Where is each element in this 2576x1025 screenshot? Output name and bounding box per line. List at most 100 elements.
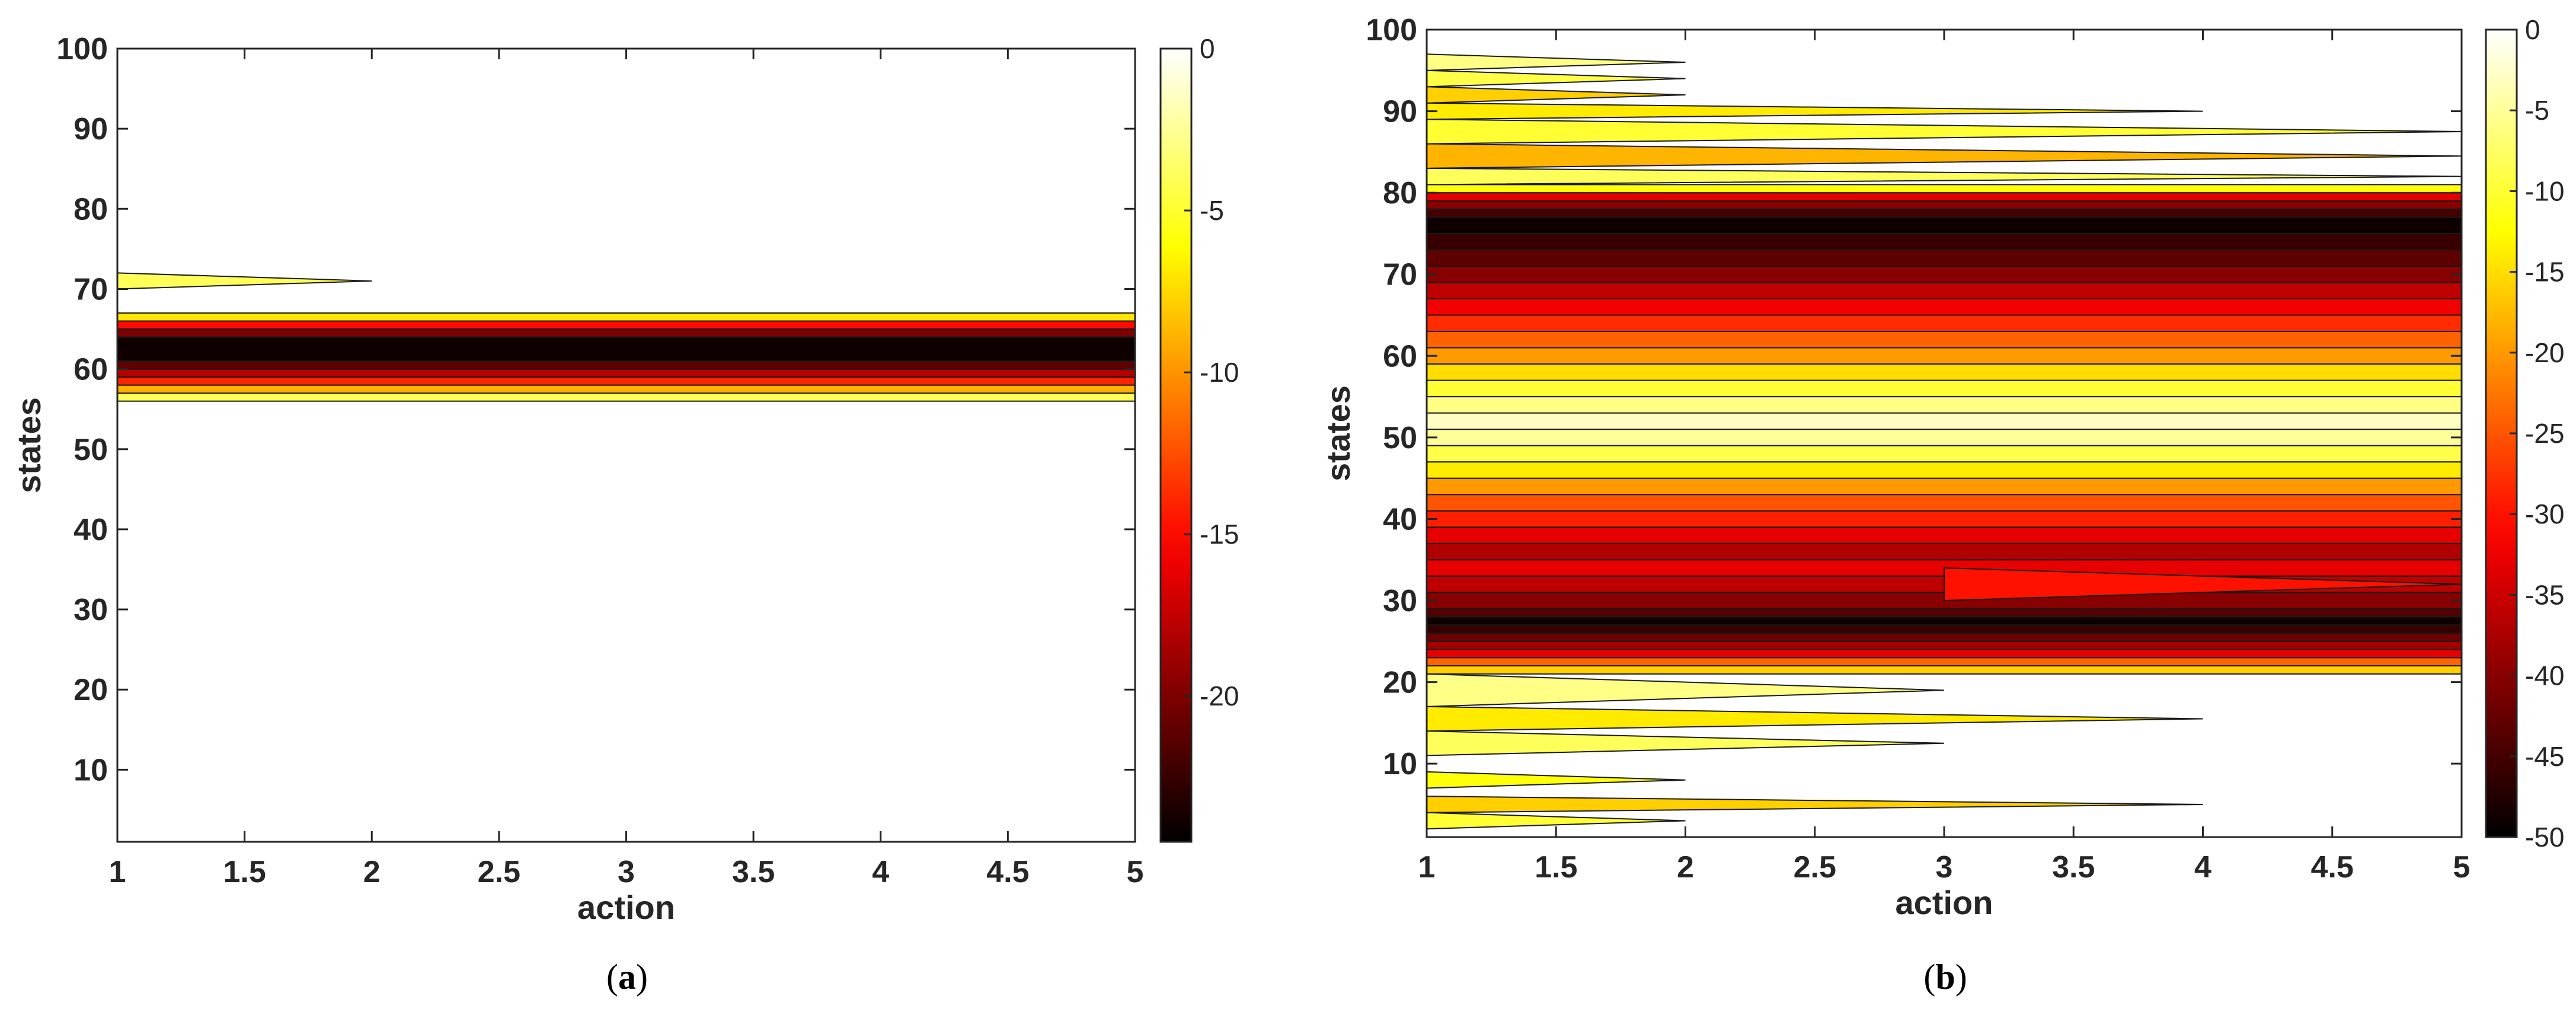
- contour-band-b-30: [1427, 232, 2462, 251]
- panel-a: 1 1.5 2 2.5 3 3.5 4 4.5 5 10 20 30 40 50 60 70 80 90 100 ac…: [10, 32, 1239, 997]
- contour-band-b-1: [1427, 657, 2462, 667]
- colorbar-tick-label-b-5: -25: [2525, 418, 2564, 449]
- contour-lobe-b-5: [1427, 673, 1945, 707]
- contour-band-b-6: [1427, 616, 2462, 626]
- contour-band-a-3: [117, 368, 1135, 378]
- contour-lobe-b-12: [1427, 69, 1686, 88]
- y-axis-label-a: states: [10, 397, 47, 493]
- colorbar-tick-label-b-8: -40: [2525, 660, 2564, 691]
- contour-band-b-35: [1427, 184, 2462, 194]
- contour-lobe-b-4: [1427, 705, 2203, 732]
- contour-band-b-2: [1427, 649, 2462, 659]
- x-tick-label-a-4: 3: [618, 855, 635, 889]
- contour-band-a-0: [117, 392, 1135, 402]
- contour-band-a-8: [117, 312, 1135, 322]
- contour-band-b-19: [1427, 412, 2462, 430]
- contour-band-b-3: [1427, 640, 2462, 650]
- contour-band-b-13: [1427, 510, 2462, 528]
- contour-band-b-28: [1427, 265, 2462, 283]
- contour-band-b-22: [1427, 363, 2462, 381]
- contour-field-a: [117, 272, 1135, 402]
- colorbar-tick-label-b-7: -35: [2525, 579, 2564, 610]
- contour-lobe-b-9: [1427, 119, 2462, 145]
- x-tick-label-b-8: 5: [2453, 850, 2470, 884]
- colorbar-tick-label-a-4: -20: [1200, 681, 1239, 711]
- y-tick-label-a-9: 100: [56, 32, 108, 66]
- y-tick-label-b-4: 50: [1383, 421, 1417, 455]
- caption-open-paren: (: [606, 957, 618, 997]
- x-tick-label-a-8: 5: [1127, 855, 1144, 889]
- y-tick-label-a-4: 50: [73, 433, 108, 467]
- y-tick-label-b-3: 40: [1383, 502, 1417, 537]
- x-tick-label-a-5: 3.5: [732, 855, 775, 889]
- contour-band-a-5: [117, 336, 1135, 362]
- contour-lobe-b-3: [1427, 730, 1945, 756]
- y-tick-label-b-2: 30: [1383, 584, 1417, 618]
- contour-band-b-24: [1427, 331, 2462, 349]
- x-tick-label-b-3: 2.5: [1794, 850, 1836, 884]
- x-tick-label-b-2: 2: [1677, 850, 1694, 884]
- contour-band-a-7: [117, 320, 1135, 330]
- contour-band-b-25: [1427, 314, 2462, 333]
- caption-open-paren: (: [1923, 957, 1935, 997]
- x-tick-label-a-7: 4.5: [986, 855, 1029, 889]
- contour-band-a-4: [117, 360, 1135, 370]
- contour-band-b-33: [1427, 200, 2462, 210]
- contour-lobe-a-0: [117, 272, 372, 290]
- panel-caption-b: (b): [1923, 957, 1967, 997]
- colorbar-tick-label-b-2: -10: [2525, 175, 2564, 206]
- contour-band-a-6: [117, 328, 1135, 338]
- contour-lobe-b-0: [1427, 812, 1686, 830]
- x-tick-label-b-6: 4: [2194, 850, 2211, 884]
- x-tick-label-b-5: 3.5: [2052, 850, 2095, 884]
- y-tick-label-b-6: 70: [1383, 258, 1417, 292]
- x-tick-label-a-2: 2: [363, 855, 381, 889]
- y-tick-label-b-9: 100: [1366, 13, 1417, 47]
- y-tick-label-a-1: 20: [73, 673, 108, 707]
- colorbar-tick-label-b-1: -5: [2525, 95, 2549, 126]
- y-tick-label-a-7: 80: [73, 192, 108, 226]
- contour-band-a-1: [117, 384, 1135, 394]
- contour-band-b-27: [1427, 282, 2462, 300]
- x-tick-label-a-3: 2.5: [478, 855, 520, 889]
- colorbar-tick-label-a-3: -15: [1200, 519, 1239, 550]
- x-tick-label-a-6: 4: [872, 855, 889, 889]
- panel-caption-a: (a): [606, 957, 648, 997]
- y-tick-label-b-7: 80: [1383, 176, 1417, 210]
- y-tick-label-a-2: 30: [73, 593, 108, 627]
- caption-letter-a: a: [618, 957, 636, 997]
- y-tick-label-b-5: 60: [1383, 339, 1417, 373]
- y-tick-label-a-3: 40: [73, 513, 108, 547]
- colorbar-tick-label-b-3: -15: [2525, 257, 2564, 288]
- contour-band-b-31: [1427, 216, 2462, 234]
- y-tick-label-a-6: 70: [73, 272, 108, 306]
- contour-lobe-b-13: [1427, 53, 1686, 71]
- colorbar-tick-label-b-4: -20: [2525, 337, 2564, 368]
- contour-band-a-2: [117, 376, 1135, 386]
- y-tick-label-a-8: 90: [73, 112, 108, 146]
- y-tick-label-a-0: 10: [73, 753, 108, 787]
- contour-band-b-12: [1427, 526, 2462, 544]
- x-axis-label-b: action: [1896, 884, 1993, 921]
- x-tick-label-b-4: 3: [1936, 850, 1953, 884]
- x-tick-label-b-7: 4.5: [2311, 850, 2354, 884]
- x-tick-label-b-0: 1: [1418, 850, 1436, 884]
- colorbar-a: [1159, 47, 1193, 843]
- x-tick-label-b-1: 1.5: [1535, 850, 1577, 884]
- contour-band-b-21: [1427, 379, 2462, 398]
- caption-close-paren: ): [636, 957, 648, 997]
- contour-lobe-b-7: [1427, 167, 2462, 186]
- y-tick-label-b-1: 20: [1383, 666, 1417, 700]
- contour-band-b-26: [1427, 298, 2462, 316]
- contour-band-b-4: [1427, 633, 2462, 642]
- caption-letter-b: b: [1935, 957, 1955, 997]
- panel-b: 1 1.5 2 2.5 3 3.5 4 4.5 5 10 20 30 40 50 60 70 80 90 100 ac…: [1319, 13, 2564, 997]
- colorbar-tick-label-b-9: -45: [2525, 741, 2564, 772]
- contour-band-b-32: [1427, 208, 2462, 218]
- contour-band-b-11: [1427, 542, 2462, 561]
- colorbar-tick-label-a-1: -5: [1200, 195, 1224, 226]
- contour-lobe-b-11: [1427, 86, 1686, 104]
- contour-field-b: [1427, 53, 2462, 830]
- contour-band-b-29: [1427, 249, 2462, 267]
- x-axis-label-a: action: [577, 889, 675, 926]
